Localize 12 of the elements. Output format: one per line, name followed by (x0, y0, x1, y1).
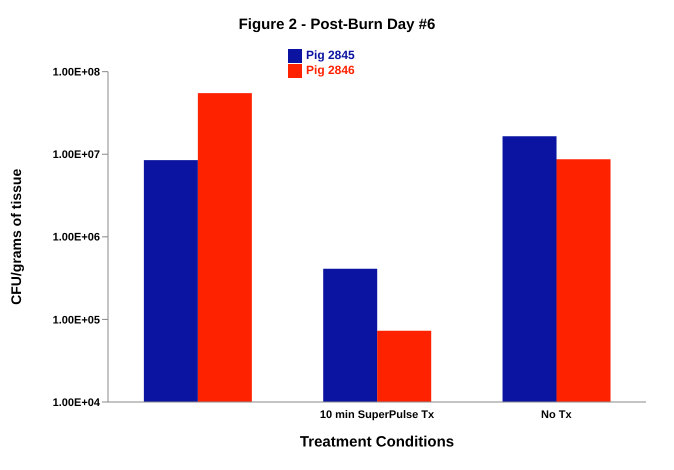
legend-label: Pig 2846 (306, 62, 355, 77)
y-tick-label: 1.00E+07 (52, 149, 100, 162)
y-axis-title: CFU/grams of tissue (8, 168, 24, 305)
y-tick-label: 1.00E+08 (52, 66, 100, 79)
y-tick-label: 1.00E+05 (52, 314, 100, 326)
y-tick-label: 1.00E+06 (52, 232, 100, 244)
y-tick-label: 1.00E+04 (52, 396, 101, 409)
x-axis-title: Treatment Conditions (300, 434, 454, 451)
chart-title: Figure 2 - Post-Burn Day #6 (238, 16, 436, 33)
x-tick-label: No Tx (541, 408, 572, 421)
legend-label: Pig 2845 (306, 48, 355, 62)
x-tick-label: 10 min SuperPulse Tx (320, 408, 436, 421)
